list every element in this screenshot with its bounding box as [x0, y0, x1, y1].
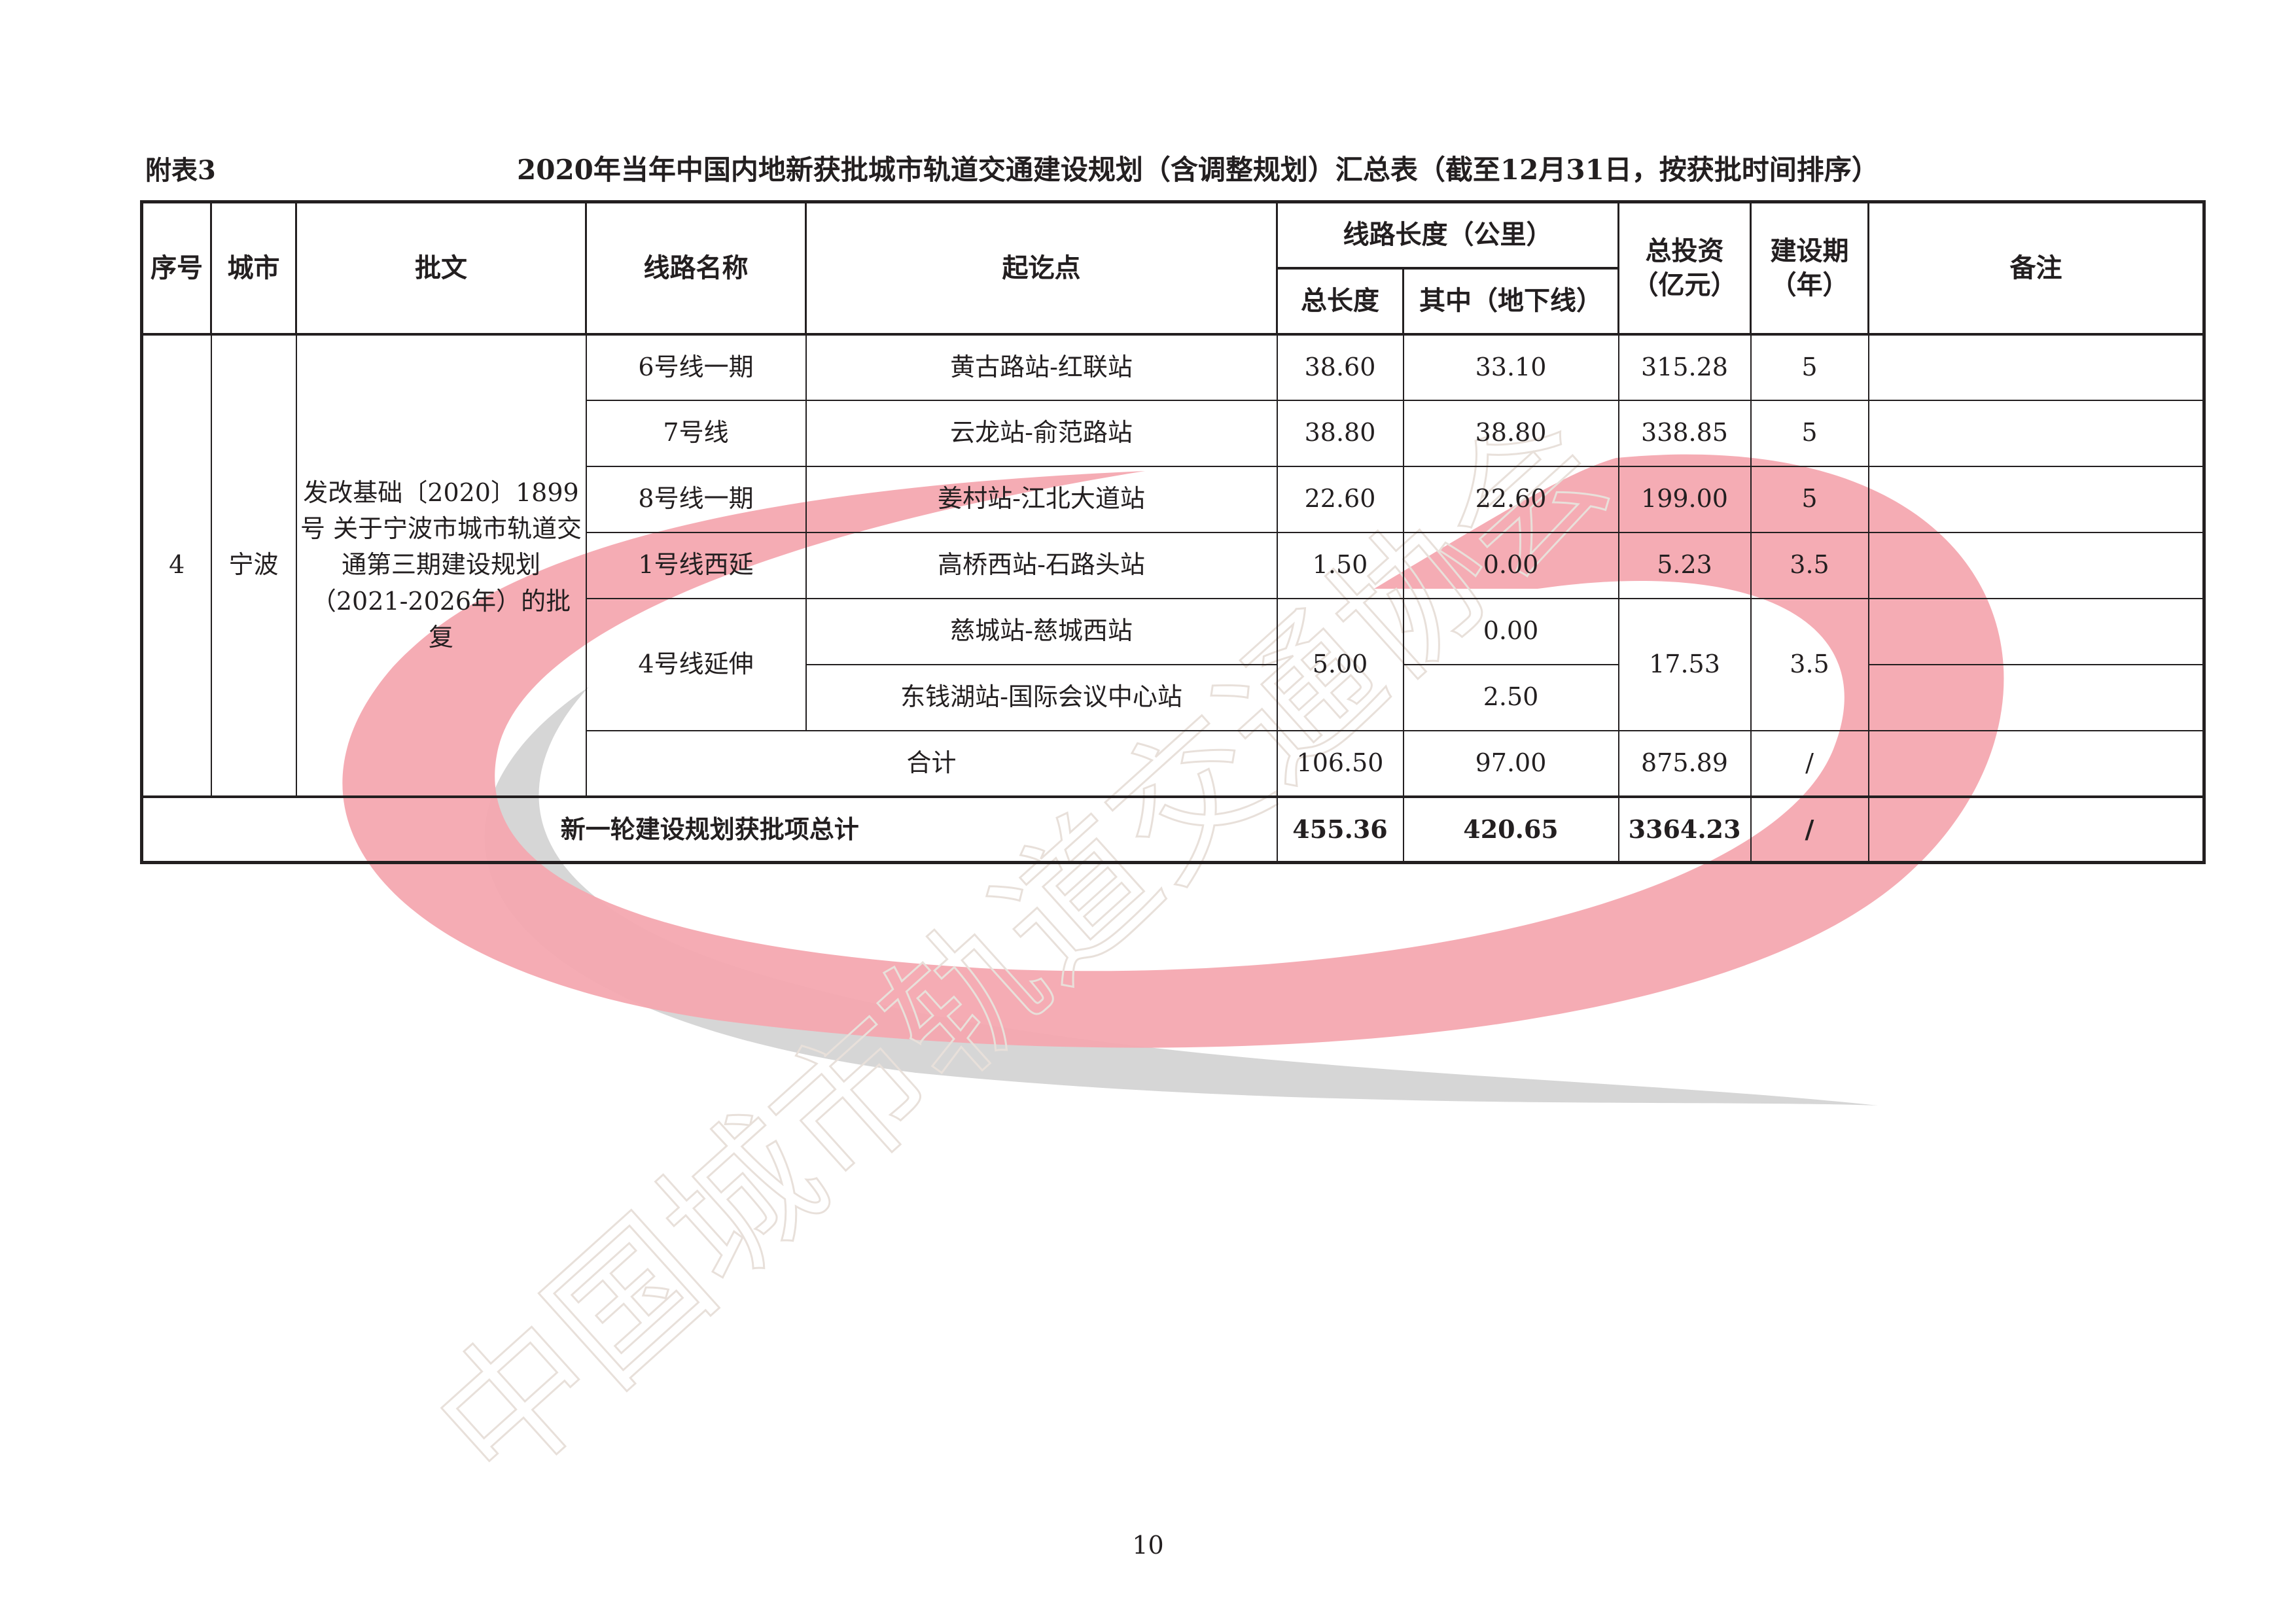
grand-total-investment: 3364.23: [1617, 795, 1752, 864]
grand-total-label: 新一轮建设规划获批项总计: [141, 795, 1278, 864]
subtotal-remarks: [1867, 729, 2205, 797]
investment: 338.85: [1617, 399, 1752, 467]
page-title: 2020年当年中国内地新获批城市轨道交通建设规划（含调整规划）汇总表（截至12月…: [517, 154, 1879, 186]
group-city: 宁波: [210, 333, 297, 797]
subtotal-label: 合计: [585, 729, 1278, 797]
total-length: 1.50: [1276, 531, 1404, 599]
group-index: 4: [141, 333, 212, 797]
header-remarks: 备注: [1867, 200, 2205, 336]
underground-length: 2.50: [1402, 663, 1619, 731]
subtotal-underground: 97.00: [1402, 729, 1619, 797]
subtotal-investment: 875.89: [1617, 729, 1752, 797]
period: 5: [1750, 399, 1869, 467]
summary-table: 序号 城市 批文 线路名称 起讫点 线路长度（公里） 总投资（亿元） 建设期（年…: [140, 200, 2206, 864]
endpoints: 云龙站-俞范路站: [805, 399, 1278, 467]
remarks: [1867, 399, 2205, 467]
endpoints: 黄古路站-红联站: [805, 333, 1278, 401]
remarks: [1867, 531, 2205, 599]
total-length: 38.60: [1276, 333, 1404, 401]
endpoints: 姜村站-江北大道站: [805, 465, 1278, 533]
investment: 315.28: [1617, 333, 1752, 401]
remarks: [1867, 333, 2205, 401]
underground-length: 0.00: [1402, 597, 1619, 665]
grand-total-remarks: [1867, 795, 2205, 864]
remarks: [1867, 663, 2205, 731]
underground-length: 22.60: [1402, 465, 1619, 533]
line-name: 8号线一期: [585, 465, 807, 533]
line-name: 7号线: [585, 399, 807, 467]
header-investment: 总投资（亿元）: [1617, 200, 1752, 336]
underground-length: 38.80: [1402, 399, 1619, 467]
header-line-name: 线路名称: [585, 200, 807, 336]
underground-length: 33.10: [1402, 333, 1619, 401]
endpoints: 高桥西站-石路头站: [805, 531, 1278, 599]
line-name: 4号线延伸: [585, 597, 807, 731]
grand-total-period: /: [1750, 795, 1869, 864]
underground-length: 0.00: [1402, 531, 1619, 599]
header-underground: 其中（地下线）: [1402, 266, 1619, 336]
header-city: 城市: [210, 200, 297, 336]
line-name: 1号线西延: [585, 531, 807, 599]
page-number: 10: [1132, 1531, 1164, 1560]
investment: 5.23: [1617, 531, 1752, 599]
header-approval: 批文: [295, 200, 587, 336]
investment: 17.53: [1617, 597, 1752, 731]
header-endpoints: 起讫点: [805, 200, 1278, 336]
remarks: [1867, 597, 2205, 665]
header-row: 序号 城市 批文 线路名称 起讫点 线路长度（公里） 总投资（亿元） 建设期（年…: [141, 200, 2205, 336]
header-period: 建设期（年）: [1750, 200, 1869, 336]
investment: 199.00: [1617, 465, 1752, 533]
subtotal-period: /: [1750, 729, 1869, 797]
remarks: [1867, 465, 2205, 533]
line-name: 6号线一期: [585, 333, 807, 401]
table-row: 4 宁波 发改基础〔2020〕1899号 关于宁波市城市轨道交通第三期建设规划（…: [141, 333, 2205, 797]
header-subrow: 总长度 其中（地下线）: [142, 266, 2204, 336]
subtotal-total-length: 106.50: [1276, 729, 1404, 797]
grand-total-row: 新一轮建设规划获批项总计 455.36 420.65 3364.23 /: [141, 795, 2205, 864]
period: 5: [1750, 465, 1869, 533]
total-length: 38.80: [1276, 399, 1404, 467]
endpoints: 慈城站-慈城西站: [805, 597, 1278, 665]
period: 5: [1750, 333, 1869, 401]
appendix-label: 附表3: [145, 155, 216, 186]
period: 3.5: [1750, 597, 1869, 731]
period: 3.5: [1750, 531, 1869, 599]
header-length-group: 线路长度（公里）: [1276, 200, 1619, 270]
grand-total-length: 455.36: [1276, 795, 1404, 864]
grand-total-underground: 420.65: [1402, 795, 1619, 864]
endpoints: 东钱湖站-国际会议中心站: [805, 663, 1278, 731]
header-total-length: 总长度: [1276, 266, 1404, 336]
total-length: 22.60: [1276, 465, 1404, 533]
total-length: 5.00: [1276, 597, 1404, 731]
header-index: 序号: [141, 200, 212, 336]
group-approval: 发改基础〔2020〕1899号 关于宁波市城市轨道交通第三期建设规划（2021-…: [295, 333, 587, 797]
